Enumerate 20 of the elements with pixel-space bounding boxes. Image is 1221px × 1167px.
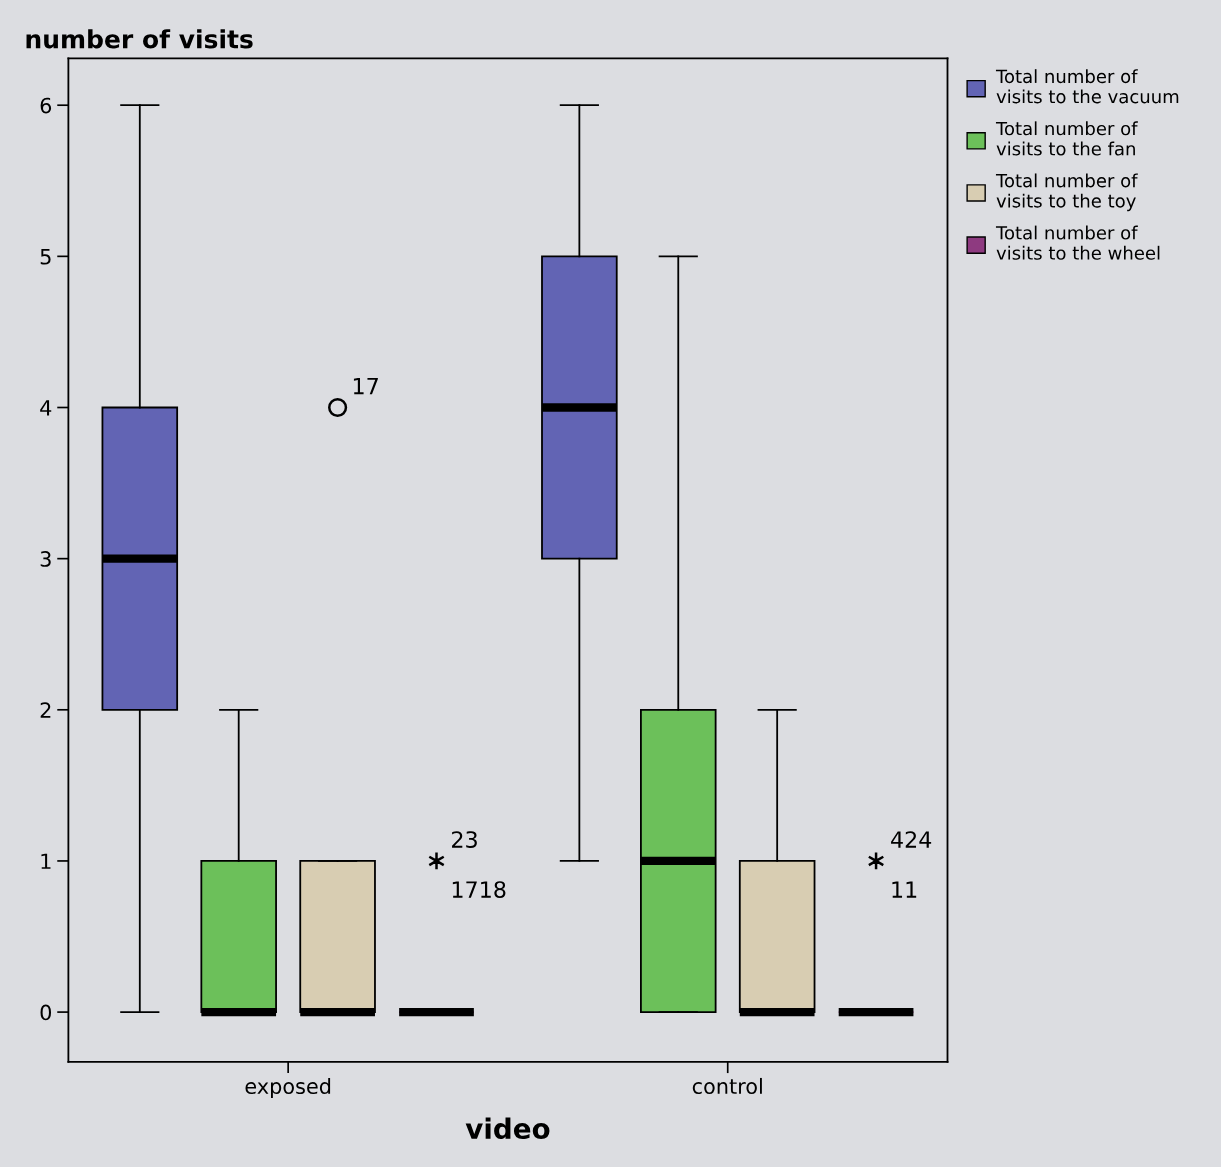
annotation: 1718 xyxy=(452,881,506,898)
y-tick-label: 0 xyxy=(40,1004,52,1021)
annotation: 11 xyxy=(892,881,917,898)
y-tick-label: 1 xyxy=(41,853,51,869)
y-tick-label: 5 xyxy=(40,249,51,265)
y-tick-label: 3 xyxy=(40,551,51,567)
x-axis-title: video xyxy=(465,1117,550,1140)
legend-label: Total number of visits to the toy xyxy=(995,173,1138,212)
annotation: 23 xyxy=(452,831,477,848)
annotation: 424 xyxy=(891,831,932,848)
legend-label: Total number of visits to the wheel xyxy=(995,225,1160,260)
y-tick-label: 6 xyxy=(40,97,52,114)
annotation: 17 xyxy=(353,377,378,395)
x-tick-label: control xyxy=(692,1077,762,1095)
y-axis-title: number of visits xyxy=(26,29,253,49)
legend-label: Total number of visits to the vacuum xyxy=(995,69,1179,104)
legend-label: Total number of visits to the fan xyxy=(995,121,1138,156)
x-tick-label: exposed xyxy=(245,1077,331,1099)
y-tick-label: 4 xyxy=(40,400,52,416)
y-tick-label: 2 xyxy=(40,702,51,718)
